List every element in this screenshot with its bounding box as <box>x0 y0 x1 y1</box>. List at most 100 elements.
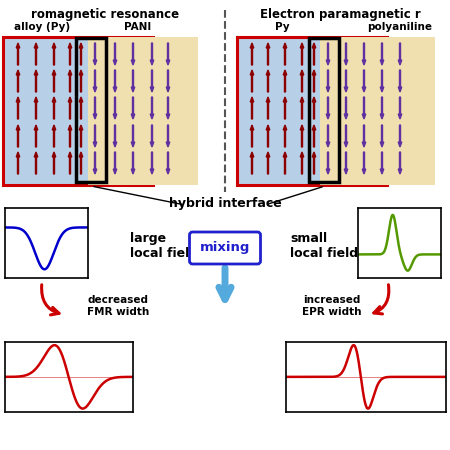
FancyArrow shape <box>283 43 287 65</box>
FancyArrow shape <box>380 125 384 147</box>
FancyArrow shape <box>266 97 270 119</box>
FancyArrow shape <box>300 152 304 174</box>
FancyArrow shape <box>131 152 135 174</box>
FancyArrow shape <box>300 70 304 92</box>
FancyArrow shape <box>283 152 287 174</box>
FancyBboxPatch shape <box>189 232 261 264</box>
FancyArrow shape <box>52 152 56 174</box>
FancyArrow shape <box>93 70 97 92</box>
Text: large
local field: large local field <box>130 232 198 260</box>
FancyArrow shape <box>266 152 270 174</box>
FancyArrow shape <box>380 43 384 65</box>
FancyArrow shape <box>362 152 366 174</box>
FancyArrow shape <box>300 43 304 65</box>
FancyArrow shape <box>250 97 254 119</box>
FancyArrow shape <box>93 152 97 174</box>
Bar <box>309 38 339 182</box>
Text: Electron paramagnetic r: Electron paramagnetic r <box>260 8 420 21</box>
FancyArrow shape <box>93 43 97 65</box>
FancyArrow shape <box>166 70 170 92</box>
FancyArrow shape <box>362 97 366 119</box>
FancyArrow shape <box>93 125 97 147</box>
FancyArrow shape <box>79 152 83 174</box>
FancyArrow shape <box>266 43 270 65</box>
FancyArrow shape <box>166 97 170 119</box>
FancyArrow shape <box>79 97 83 119</box>
FancyArrow shape <box>34 70 38 92</box>
Text: mixing: mixing <box>200 242 250 255</box>
Bar <box>237 37 387 185</box>
FancyArrow shape <box>131 97 135 119</box>
FancyArrow shape <box>398 97 402 119</box>
FancyArrow shape <box>34 125 38 147</box>
FancyArrow shape <box>93 97 97 119</box>
Text: alloy (Py): alloy (Py) <box>14 22 70 32</box>
Text: Py: Py <box>274 22 289 32</box>
FancyArrow shape <box>398 125 402 147</box>
FancyArrow shape <box>52 125 56 147</box>
FancyArrow shape <box>68 97 72 119</box>
FancyArrow shape <box>312 97 316 119</box>
FancyArrow shape <box>131 125 135 147</box>
FancyArrow shape <box>344 70 348 92</box>
FancyArrow shape <box>300 97 304 119</box>
FancyArrow shape <box>362 125 366 147</box>
FancyArrow shape <box>166 152 170 174</box>
FancyArrow shape <box>68 125 72 147</box>
FancyArrow shape <box>113 125 117 147</box>
FancyArrow shape <box>16 152 20 174</box>
FancyArrow shape <box>344 97 348 119</box>
FancyArrow shape <box>326 70 330 92</box>
FancyArrow shape <box>34 43 38 65</box>
Text: polyaniline: polyaniline <box>368 22 432 32</box>
FancyArrow shape <box>113 152 117 174</box>
FancyArrow shape <box>16 97 20 119</box>
Bar <box>320 37 435 185</box>
FancyArrow shape <box>79 70 83 92</box>
FancyArrow shape <box>150 97 154 119</box>
FancyArrow shape <box>362 43 366 65</box>
FancyArrow shape <box>344 125 348 147</box>
FancyArrow shape <box>250 43 254 65</box>
FancyArrow shape <box>150 125 154 147</box>
FancyArrow shape <box>344 43 348 65</box>
FancyArrow shape <box>52 70 56 92</box>
FancyArrow shape <box>398 152 402 174</box>
FancyArrow shape <box>79 125 83 147</box>
FancyArrow shape <box>166 43 170 65</box>
FancyArrow shape <box>68 43 72 65</box>
FancyArrow shape <box>131 43 135 65</box>
FancyArrow shape <box>326 125 330 147</box>
FancyArrow shape <box>380 152 384 174</box>
FancyArrow shape <box>300 125 304 147</box>
FancyArrow shape <box>312 70 316 92</box>
FancyArrow shape <box>16 43 20 65</box>
FancyArrow shape <box>380 97 384 119</box>
FancyArrow shape <box>68 70 72 92</box>
FancyArrow shape <box>150 70 154 92</box>
FancyArrow shape <box>326 43 330 65</box>
FancyArrow shape <box>283 125 287 147</box>
FancyArrow shape <box>150 152 154 174</box>
FancyArrow shape <box>150 43 154 65</box>
FancyArrow shape <box>113 43 117 65</box>
FancyArrow shape <box>250 70 254 92</box>
FancyArrow shape <box>52 43 56 65</box>
FancyArrow shape <box>166 125 170 147</box>
Text: PANI: PANI <box>124 22 152 32</box>
FancyArrow shape <box>16 125 20 147</box>
FancyArrow shape <box>312 125 316 147</box>
FancyArrow shape <box>266 125 270 147</box>
Text: hybrid interface: hybrid interface <box>169 197 281 210</box>
FancyArrow shape <box>250 152 254 174</box>
FancyArrow shape <box>79 43 83 65</box>
FancyArrow shape <box>283 70 287 92</box>
FancyArrow shape <box>326 97 330 119</box>
FancyArrow shape <box>68 152 72 174</box>
FancyArrow shape <box>283 97 287 119</box>
FancyArrow shape <box>312 43 316 65</box>
Text: increased
EPR width: increased EPR width <box>302 295 362 317</box>
Bar <box>76 38 106 182</box>
FancyArrow shape <box>34 152 38 174</box>
FancyArrow shape <box>52 97 56 119</box>
